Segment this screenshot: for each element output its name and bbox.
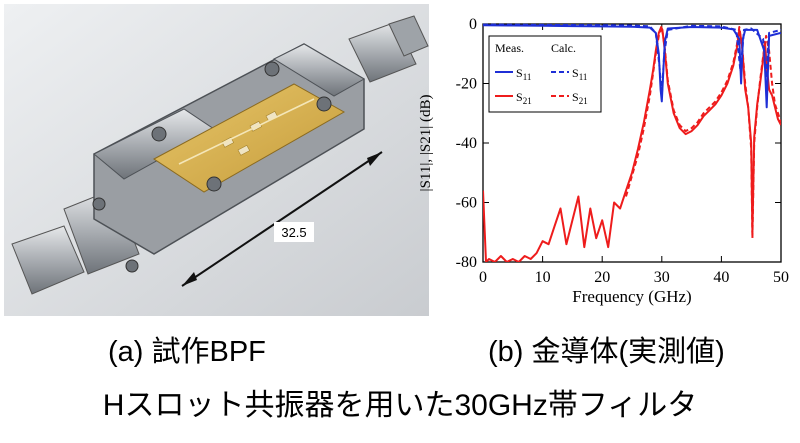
y-tick-label: -60 [456, 195, 477, 212]
caption-main: Hスロット共振器を用いた30GHz帯フィルタ [102, 389, 698, 422]
x-tick-label: 30 [654, 269, 670, 286]
legend-sub-meas: 21 [523, 96, 532, 106]
legend-sub-meas: 11 [523, 72, 532, 82]
dimension-label: 32.5 [281, 225, 306, 240]
caption-a: (a) 試作BPF [108, 336, 266, 368]
dimension-label-box [274, 222, 314, 242]
series-group [483, 23, 781, 262]
x-tick-label: 20 [594, 269, 610, 286]
caption-b: (b) 金導体(実測値) [488, 336, 725, 368]
x-tick-label: 50 [773, 269, 789, 286]
dimension-line [181, 151, 383, 287]
legend-header-meas: Meas. [495, 41, 524, 55]
y-tick-label: -80 [456, 254, 477, 271]
x-axis-label: Frequency (GHz) [572, 287, 691, 306]
s-parameter-chart: 0 10 20 30 40 50 0 -20 -40 -60 -80 Frequency (GHz) |… [418, 16, 789, 306]
x-tick-label: 10 [535, 269, 551, 286]
right-connector [348, 15, 429, 83]
legend-sub-calc: 21 [579, 96, 588, 106]
gold-substrate [153, 83, 346, 193]
y-tick-label: -40 [456, 135, 477, 152]
y-tick-label: -20 [456, 76, 477, 93]
series-s21-calc [625, 26, 781, 240]
legend-header-calc: Calc. [551, 41, 576, 55]
filter-photo: 32.5 [4, 4, 429, 316]
legend-box [488, 35, 602, 113]
screws [92, 61, 332, 273]
feed-line [178, 98, 315, 165]
series-s11-calc [483, 23, 781, 97]
legend-sub-calc: 11 [579, 72, 588, 82]
x-tick-label: 0 [479, 269, 487, 286]
x-tick-label: 40 [713, 269, 729, 286]
dimension-arrow-end [367, 152, 382, 166]
dimension-arrow-start [182, 272, 197, 286]
y-tick-label: 0 [469, 16, 477, 33]
y-axis-label: |S11|, |S21| (dB) [418, 95, 434, 192]
